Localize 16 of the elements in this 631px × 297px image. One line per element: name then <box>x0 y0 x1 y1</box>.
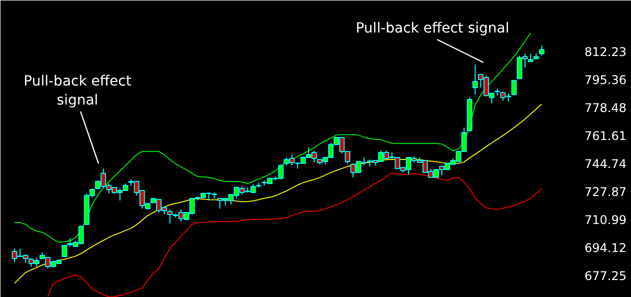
line-series <box>47 172 542 297</box>
y-tick-label: 761.61 <box>584 129 626 144</box>
y-tick-label: 744.74 <box>584 157 626 172</box>
candlestick <box>472 64 478 96</box>
y-tick-label: 795.36 <box>584 73 626 88</box>
y-tick-label: 727.87 <box>584 185 626 200</box>
y-tick-label: 694.12 <box>584 241 626 256</box>
annotation: Pull-back effect signal <box>356 20 510 36</box>
y-tick-label: 812.23 <box>584 45 626 60</box>
y-tick-label: 677.25 <box>584 269 626 284</box>
candlestick <box>511 80 517 96</box>
candlestick <box>539 45 544 56</box>
candlestick <box>62 244 68 258</box>
annotation: Pull-back effect signal <box>24 73 132 108</box>
y-tick-label: 778.48 <box>584 101 626 116</box>
y-tick-label: 710.99 <box>584 213 626 228</box>
